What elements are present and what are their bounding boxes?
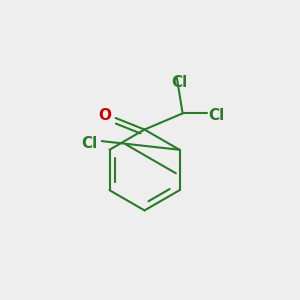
Text: Cl: Cl [171, 75, 187, 90]
Text: O: O [99, 108, 112, 123]
Text: Cl: Cl [81, 136, 97, 151]
Text: Cl: Cl [208, 108, 224, 123]
